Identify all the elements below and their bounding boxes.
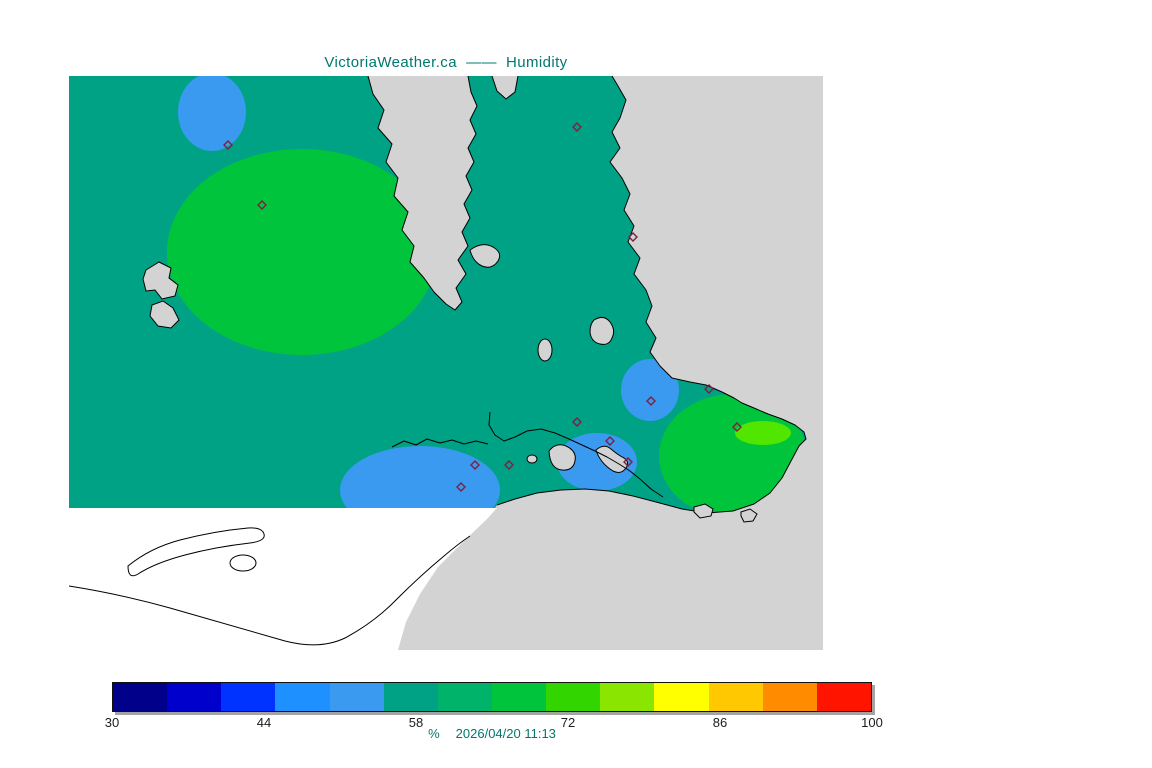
saanich-inlet-coastline [367, 75, 478, 311]
colorbar-tick-label: 72 [560, 715, 576, 730]
saanich-inlet-water [368, 76, 477, 310]
colorbar-footer: % 2026/04/20 11:13 [112, 726, 872, 741]
victoria-south-shoreline [488, 411, 664, 498]
colorbar-tick-label: 58 [408, 715, 424, 730]
humidity-region-blue-harbour [557, 433, 637, 491]
humidity-region-lime-east-point [735, 421, 791, 445]
station-markers [223, 122, 742, 492]
humidity-region-blue-central [621, 359, 679, 421]
colorbar-tick-label: 86 [712, 715, 728, 730]
small-bay [526, 454, 538, 464]
colorbar-segment [816, 683, 871, 711]
trial-island [693, 503, 714, 519]
colorbar-segment [383, 683, 438, 711]
dungeness-spit-outline [127, 527, 265, 577]
station-marker [646, 396, 656, 406]
spit-islet [229, 554, 257, 572]
humidity-contour-blobs [167, 76, 806, 513]
humidity-region-green-west [167, 149, 437, 355]
station-marker [223, 140, 233, 150]
station-marker [470, 460, 480, 470]
colorbar-segment [491, 683, 547, 711]
station-marker [572, 122, 582, 132]
peninsula-east-coastline [496, 75, 807, 514]
small-lake [589, 316, 615, 345]
colorbar-tick-label: 30 [104, 715, 120, 730]
colorbar-area: 30 44 58 72 86 100 [105, 682, 883, 730]
colorbar-tick-label: 44 [256, 715, 272, 730]
colorbar-segment [437, 683, 492, 711]
station-marker [504, 460, 514, 470]
north-bay-water [492, 76, 518, 99]
humidity-region-blue-northwest [178, 76, 246, 151]
station-marker [456, 482, 466, 492]
north-bay-coastline [491, 75, 519, 100]
colorbar-segment [275, 683, 330, 711]
station-marker [628, 232, 638, 242]
timestamp: 2026/04/20 11:13 [455, 726, 556, 741]
colorbar [112, 682, 872, 712]
colorbar-segment [221, 683, 276, 711]
esquimalt-harbour-water [548, 444, 576, 471]
station-marker [605, 436, 615, 446]
colorbar-tick-label: 100 [861, 715, 883, 730]
colorbar-segment [113, 683, 168, 711]
map-title: VictoriaWeather.ca —— Humidity [324, 54, 568, 71]
sooke-basin-island-2 [149, 300, 180, 329]
elk-lake [537, 338, 553, 362]
olympic-peninsula-coastline [68, 535, 471, 646]
colorbar-segment [600, 683, 655, 711]
colorbar-segment [708, 683, 763, 711]
station-marker [732, 422, 742, 432]
station-marker [704, 384, 714, 394]
sooke-coastline [391, 438, 489, 448]
colorbar-ticks: 30 44 58 72 86 100 [105, 715, 883, 730]
station-marker [257, 200, 267, 210]
colorbar-segment [167, 683, 222, 711]
colorbar-segment [546, 683, 601, 711]
colorbar-segment [329, 683, 384, 711]
colorbar-segment [762, 683, 817, 711]
discovery-island [740, 508, 758, 523]
colorbar-segment [654, 683, 709, 711]
sooke-basin-island [142, 261, 179, 300]
station-marker [572, 417, 582, 427]
unit-label: % [428, 726, 440, 741]
station-marker [623, 457, 633, 467]
tod-inlet-water [469, 244, 501, 268]
